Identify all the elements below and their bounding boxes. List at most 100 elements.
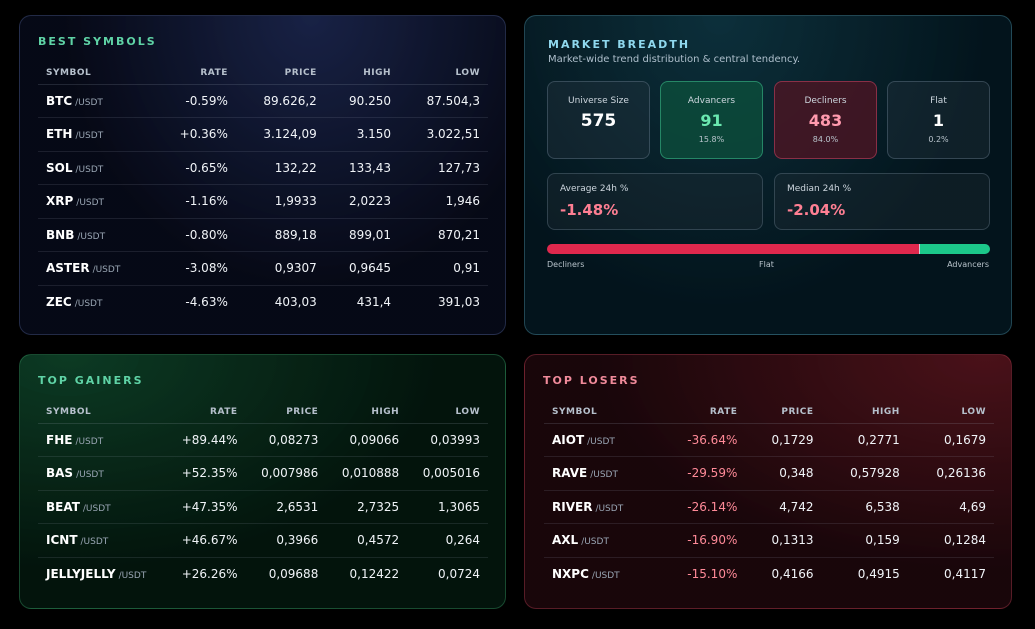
quote-currency: /USDT	[92, 265, 121, 276]
symbol-name: RAVE	[552, 466, 588, 481]
quote-currency: /USDT	[581, 537, 609, 548]
symbol-cell[interactable]: ETH/USDT	[38, 117, 154, 152]
high-cell: 0,9645	[324, 251, 400, 286]
stat-percent: 84.0%	[812, 135, 839, 144]
column-header-rate[interactable]: RATE	[153, 62, 236, 85]
table-row[interactable]: ICNT/USDT +46.67% 0,3966 0,4572 0,264	[38, 523, 488, 558]
table-row[interactable]: BNB/USDT -0.80% 889,18 899,01 870,21	[38, 218, 488, 252]
table-row[interactable]: JELLYJELLY/USDT +26.26% 0,09688 0,12422 0,07…	[38, 557, 488, 591]
symbol-cell[interactable]: BAS/USDT	[38, 456, 167, 491]
table-row[interactable]: BTC/USDT -0.59% 89.626,2 90.250 87.504,3	[38, 84, 488, 118]
high-cell: 3.150	[324, 117, 400, 152]
symbol-cell[interactable]: SOL/USDT	[38, 151, 154, 185]
column-header-high[interactable]: HIGH	[326, 401, 408, 424]
table-row[interactable]: BEAT/USDT +47.35% 2,6531 2,7325 1,3065	[38, 490, 488, 524]
column-header-rate[interactable]: RATE	[166, 401, 246, 424]
low-cell: 0,264	[407, 523, 488, 558]
symbol-cell[interactable]: JELLYJELLY/USDT	[38, 557, 166, 591]
column-header-price[interactable]: PRICE	[745, 401, 822, 424]
symbol-cell[interactable]: ZEC/USDT	[38, 285, 154, 319]
table-row[interactable]: ASTER/USDT -3.08% 0,9307 0,9645 0,91	[38, 251, 488, 286]
table-row[interactable]: AXL/USDT -16.90% 0,1313 0,159 0,1284	[544, 523, 994, 558]
table-row[interactable]: ZEC/USDT -4.63% 403,03 431,4 391,03	[38, 285, 488, 319]
median-24h-stat: Median 24h % -2.04%	[774, 173, 990, 230]
symbol-cell[interactable]: AXL/USDT	[544, 523, 659, 558]
column-header-symbol[interactable]: SYMBOL	[544, 401, 659, 424]
column-header-symbol[interactable]: SYMBOL	[38, 62, 154, 85]
symbol-name: BAS	[46, 466, 74, 481]
price-cell: 3.124,09	[235, 117, 325, 152]
top-losers-table: SYMBOL RATE PRICE HIGH LOW AIOT/USDT -36.64% 0…	[544, 401, 994, 591]
column-header-high[interactable]: HIGH	[324, 62, 400, 85]
symbol-name: BNB	[46, 227, 75, 242]
symbol-cell[interactable]: BEAT/USDT	[38, 490, 167, 524]
rate-cell: +26.26%	[181, 567, 238, 581]
symbol-cell[interactable]: ASTER/USDT	[38, 251, 154, 286]
table-row[interactable]: XRP/USDT -1.16% 1,9933 2,0223 1,946	[38, 184, 488, 219]
symbol-name: FHE	[46, 432, 73, 447]
best-symbols-title: BEST SYMBOLS	[38, 35, 157, 48]
price-cell: 0,348	[745, 456, 822, 491]
price-cell: 0,9307	[235, 251, 325, 286]
price-cell: 89.626,2	[235, 84, 325, 118]
table-row[interactable]: SOL/USDT -0.65% 132,22 133,43 127,73	[38, 151, 488, 185]
low-cell: 4,69	[907, 490, 994, 524]
universe-size-stat: Universe Size 575	[547, 81, 650, 159]
high-cell: 0,57928	[821, 456, 908, 491]
rate-cell: -26.14%	[658, 490, 746, 524]
symbol-cell[interactable]: NXPC/USDT	[544, 557, 659, 591]
rate-cell: -3.08%	[153, 251, 236, 286]
column-header-rate[interactable]: RATE	[658, 401, 746, 424]
low-cell: 3.022,51	[399, 117, 488, 152]
low-cell: 0,4117	[944, 567, 986, 581]
market-breadth-card: MARKET BREADTH Market-wide trend distrib…	[524, 15, 1012, 335]
table-header-row: SYMBOL RATE PRICE HIGH LOW	[544, 401, 994, 424]
table-row[interactable]: BAS/USDT +52.35% 0,007986 0,010888 0,005016	[38, 456, 488, 491]
symbol-cell[interactable]: AIOT/USDT	[544, 423, 659, 457]
high-cell: 0,2771	[821, 423, 908, 457]
column-header-price[interactable]: PRICE	[245, 401, 327, 424]
flat-stat: Flat 1 0.2%	[887, 81, 990, 159]
column-header-price[interactable]: PRICE	[235, 62, 325, 85]
table-row[interactable]: RAVE/USDT -29.59% 0,348 0,57928 0,26136	[544, 456, 994, 491]
table-row[interactable]: RIVER/USDT -26.14% 4,742 6,538 4,69	[544, 490, 994, 524]
column-header-symbol[interactable]: SYMBOL	[38, 401, 167, 424]
table-row[interactable]: FHE/USDT +89.44% 0,08273 0,09066 0,03993	[38, 423, 488, 457]
price-cell: 1,9933	[235, 184, 325, 219]
stat-value: 483	[808, 111, 843, 130]
symbol-cell[interactable]: FHE/USDT	[38, 423, 167, 457]
column-header-low[interactable]: LOW	[907, 401, 994, 424]
market-breadth-subtitle: Market-wide trend distribution & central…	[548, 54, 801, 65]
stat-label: Median 24h %	[787, 184, 852, 194]
symbol-cell[interactable]: ICNT/USDT	[38, 523, 167, 558]
low-cell: 127,73	[399, 151, 488, 185]
column-header-high[interactable]: HIGH	[821, 401, 908, 424]
symbol-name: ZEC	[46, 295, 72, 309]
column-header-low[interactable]: LOW	[407, 401, 488, 424]
quote-currency: /USDT	[75, 436, 104, 447]
table-row[interactable]: AIOT/USDT -36.64% 0,1729 0,2771 0,1679	[544, 423, 994, 457]
column-header-low[interactable]: LOW	[399, 62, 488, 85]
symbol-cell[interactable]: RIVER/USDT	[544, 490, 659, 524]
stat-value: 91	[700, 111, 723, 130]
rate-cell: -0.59%	[153, 84, 236, 118]
stat-label: Advancers	[687, 96, 736, 106]
symbol-name: BTC	[46, 93, 73, 108]
stat-label: Flat	[930, 96, 947, 106]
top-losers-card: TOP LOSERS SYMBOL RATE PRICE HIGH LOW AIOT/U…	[524, 354, 1012, 609]
symbol-cell[interactable]: BNB/USDT	[38, 218, 154, 252]
symbol-cell[interactable]: XRP/USDT	[38, 184, 154, 219]
high-cell: 0,010888	[326, 456, 408, 491]
top-gainers-title: TOP GAINERS	[38, 374, 144, 387]
rate-cell: -1.16%	[153, 184, 236, 219]
quote-currency: /USDT	[591, 571, 620, 581]
high-cell: 0,4572	[326, 523, 408, 558]
symbol-name: RIVER	[552, 499, 593, 514]
table-row[interactable]: NXPC/USDT -15.10% 0,4166 0,4915 0,4117	[544, 557, 994, 591]
symbol-cell[interactable]: BTC/USDT	[38, 84, 154, 118]
table-row[interactable]: ETH/USDT +0.36% 3.124,09 3.150 3.022,51	[38, 117, 488, 152]
high-cell: 133,43	[324, 151, 400, 185]
quote-currency: /USDT	[75, 131, 104, 142]
low-cell: 0,1679	[907, 423, 994, 457]
symbol-cell[interactable]: RAVE/USDT	[544, 456, 659, 491]
